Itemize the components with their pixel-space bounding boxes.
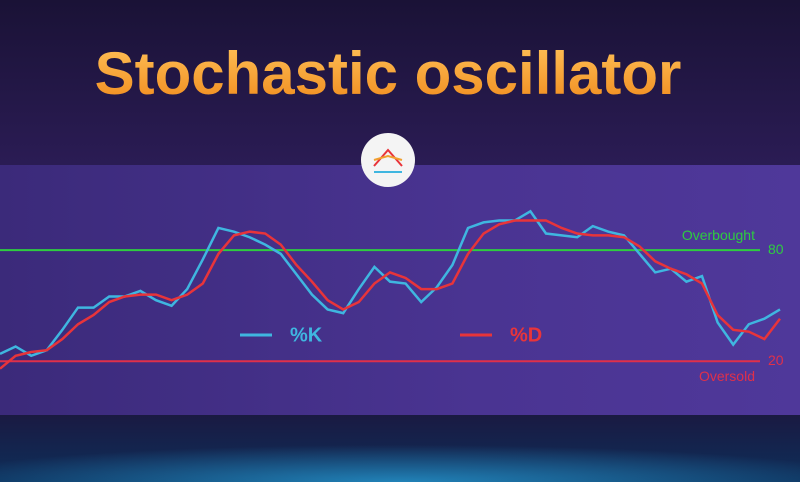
icon [361, 133, 415, 187]
chart-title: Stochastic oscillator [95, 40, 682, 107]
annotation: Oversold [699, 368, 755, 384]
y-tick-label: 20 [768, 352, 784, 368]
plot-panel [0, 165, 800, 415]
series-line [0, 219, 781, 370]
legend-label: %D [510, 324, 542, 346]
glow [0, 420, 800, 482]
y-tick-label: 80 [768, 241, 784, 257]
legend-label: %K [290, 324, 323, 346]
annotation: Overbought [682, 227, 755, 243]
